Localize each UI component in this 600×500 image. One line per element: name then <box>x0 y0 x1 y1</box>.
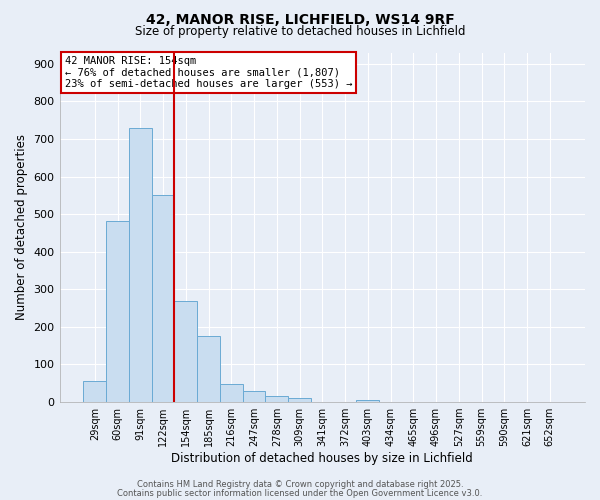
X-axis label: Distribution of detached houses by size in Lichfield: Distribution of detached houses by size … <box>172 452 473 465</box>
Text: Contains public sector information licensed under the Open Government Licence v3: Contains public sector information licen… <box>118 488 482 498</box>
Text: Size of property relative to detached houses in Lichfield: Size of property relative to detached ho… <box>135 25 465 38</box>
Bar <box>220 384 242 402</box>
Bar <box>288 398 311 402</box>
Text: 42 MANOR RISE: 154sqm
← 76% of detached houses are smaller (1,807)
23% of semi-d: 42 MANOR RISE: 154sqm ← 76% of detached … <box>65 56 352 89</box>
Y-axis label: Number of detached properties: Number of detached properties <box>15 134 28 320</box>
Bar <box>175 300 197 402</box>
Bar <box>83 380 106 402</box>
Bar <box>129 128 152 402</box>
Bar <box>265 396 288 402</box>
Bar <box>242 391 265 402</box>
Bar <box>197 336 220 402</box>
Text: Contains HM Land Registry data © Crown copyright and database right 2025.: Contains HM Land Registry data © Crown c… <box>137 480 463 489</box>
Bar <box>152 196 175 402</box>
Bar <box>356 400 379 402</box>
Bar <box>106 220 129 402</box>
Text: 42, MANOR RISE, LICHFIELD, WS14 9RF: 42, MANOR RISE, LICHFIELD, WS14 9RF <box>146 12 454 26</box>
